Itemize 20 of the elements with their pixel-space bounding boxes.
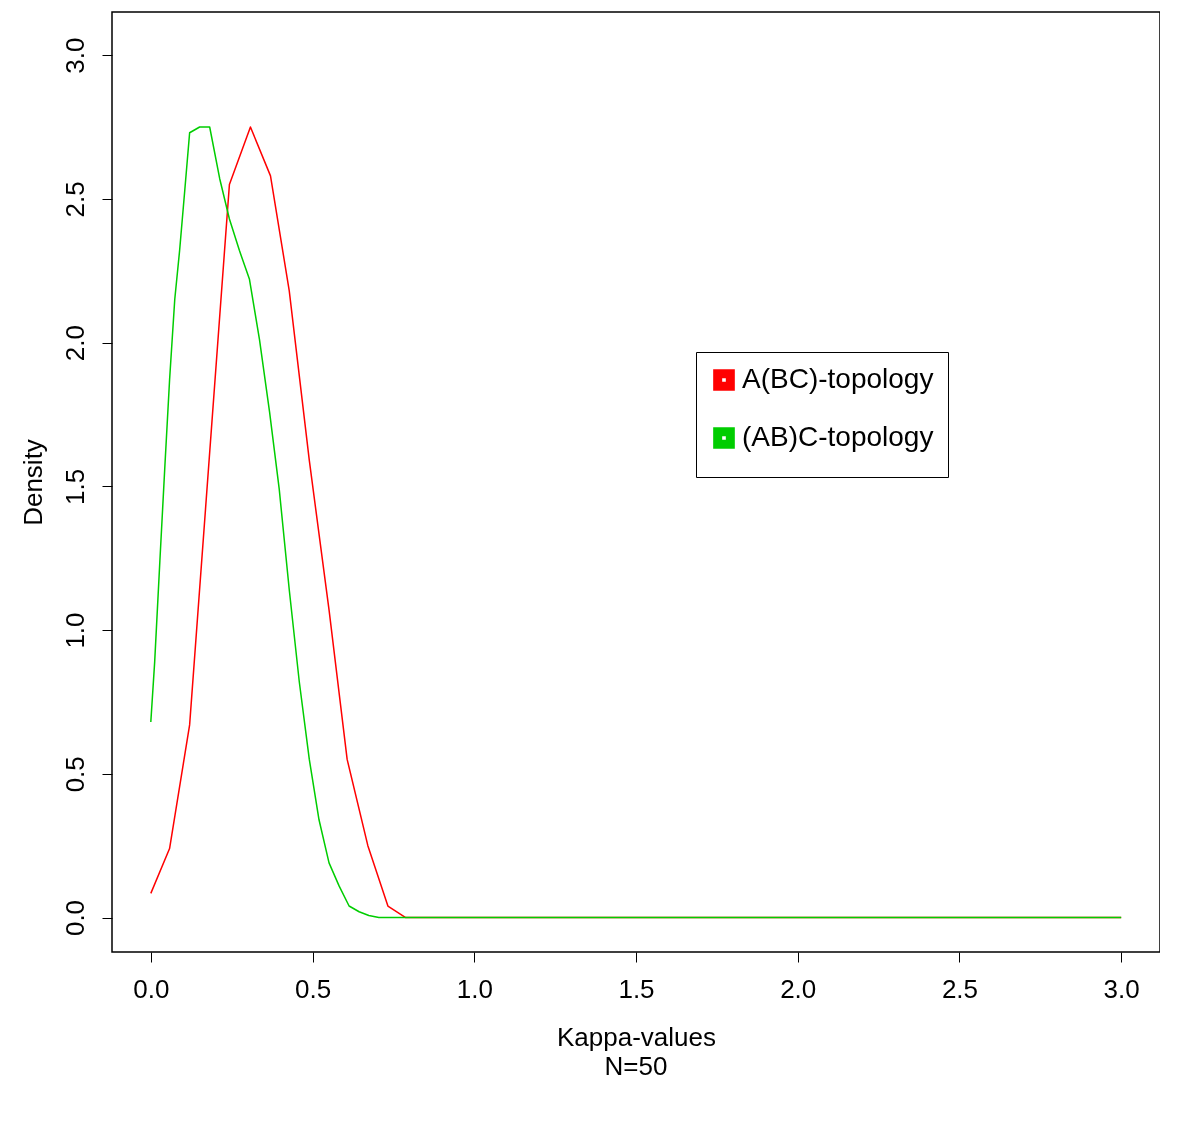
y-tick-label: 0.0 (59, 899, 90, 937)
legend-label: A(BC)-topology (742, 363, 934, 394)
x-axis-title: Kappa-values (557, 1021, 716, 1052)
y-tick-label: 3.0 (59, 37, 90, 74)
y-tick-label: 2.5 (59, 181, 90, 218)
x-tick-label: 1.0 (456, 973, 493, 1004)
x-tick-label: 0.5 (294, 973, 332, 1004)
y-tick-label: 2.0 (59, 325, 90, 362)
y-axis-title: Density (17, 439, 48, 526)
line-series (150, 126, 1122, 919)
y-tick-label: 0.5 (59, 756, 90, 793)
text: N=50 (604, 1051, 668, 1081)
y-tick-label: 1.0 (59, 612, 90, 649)
x-tick-label: 0.0 (133, 973, 170, 1004)
x-tick-label: 1.5 (618, 973, 655, 1004)
y-tick-label: 1.5 (59, 468, 90, 505)
x-tick-label: 2.0 (780, 973, 817, 1004)
x-tick-label: 2.5 (941, 973, 979, 1004)
legend-label: (AB)C-topology (742, 421, 934, 452)
x-tick-label: 3.0 (1103, 973, 1140, 1004)
